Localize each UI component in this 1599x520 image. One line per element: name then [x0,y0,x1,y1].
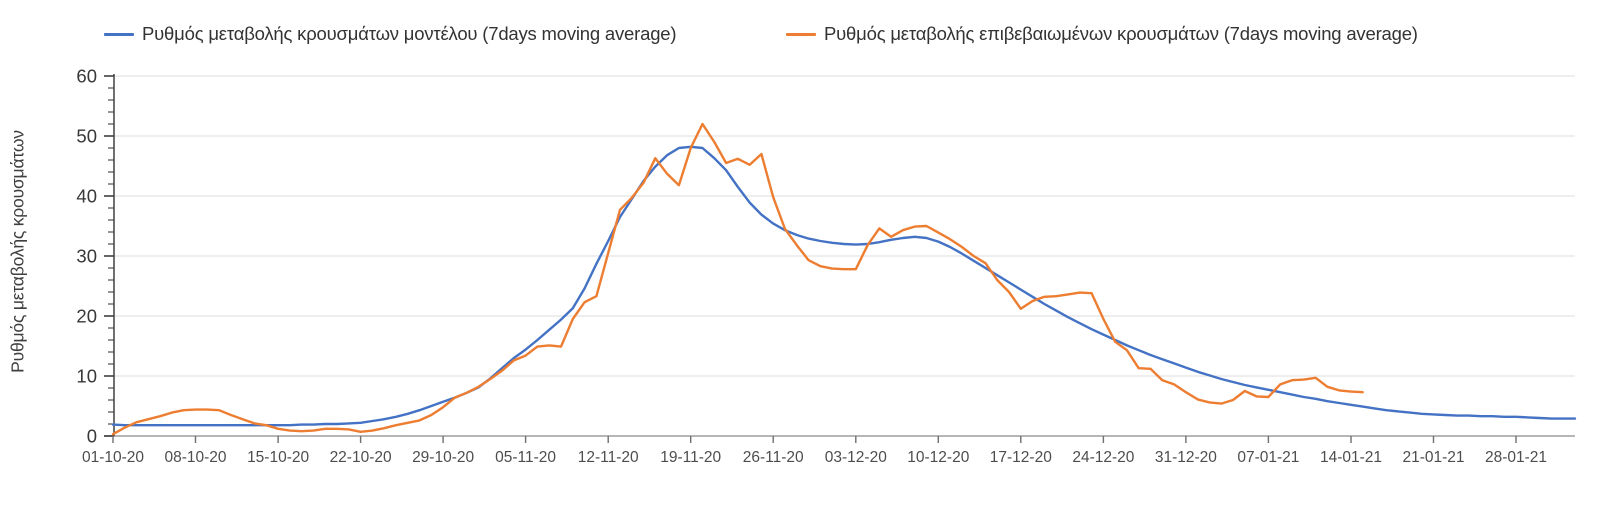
x-tick-label: 29-10-20 [412,449,474,466]
legend-label-confirmed: Ρυθμός μεταβολής επιβεβαιωμένων κρουσμάτ… [824,23,1418,44]
x-tick-label: 15-10-20 [247,449,309,466]
legend-item-confirmed[interactable]: Ρυθμός μεταβολής επιβεβαιωμένων κρουσμάτ… [786,22,1418,46]
legend-item-model[interactable]: Ρυθμός μεταβολής κρουσμάτων μοντέλου (7d… [104,22,677,46]
y-tick-label: 10 [76,366,97,387]
x-tick-label: 03-12-20 [825,449,887,466]
x-tick-label: 10-12-20 [907,449,969,466]
legend-line-model-icon [104,32,134,36]
y-tick-label: 50 [76,126,97,147]
x-tick-label: 12-11-20 [578,449,639,466]
legend-label-model: Ρυθμός μεταβολής κρουσμάτων μοντέλου (7d… [142,23,677,44]
legend: Ρυθμός μεταβολής κρουσμάτων μοντέλου (7d… [0,22,1599,48]
y-tick-label: 0 [87,426,97,447]
x-tick-label: 07-01-21 [1237,449,1299,466]
x-tick-label: 21-01-21 [1402,449,1464,466]
x-tick-label: 19-11-20 [660,449,721,466]
x-tick-label: 01-10-20 [82,449,144,466]
x-tick-label: 14-01-21 [1320,449,1382,466]
x-tick-label: 17-12-20 [990,449,1052,466]
x-tick-label: 22-10-20 [330,449,392,466]
x-tick-label: 08-10-20 [164,449,226,466]
x-tick-label: 31-12-20 [1155,449,1217,466]
y-tick-label: 30 [76,246,97,267]
legend-line-confirmed-icon [786,32,816,36]
x-tick-label: 05-11-20 [495,449,556,466]
x-tick-label: 24-12-20 [1072,449,1134,466]
x-tick-label: 26-11-20 [743,449,804,466]
series-confirmed-line [111,122,1364,436]
series-model-line [111,145,1577,427]
x-tick-label: 28-01-21 [1485,449,1547,466]
y-tick-label: 20 [76,306,97,327]
y-tick-label: 60 [76,66,97,87]
y-tick-label: 40 [76,186,97,207]
